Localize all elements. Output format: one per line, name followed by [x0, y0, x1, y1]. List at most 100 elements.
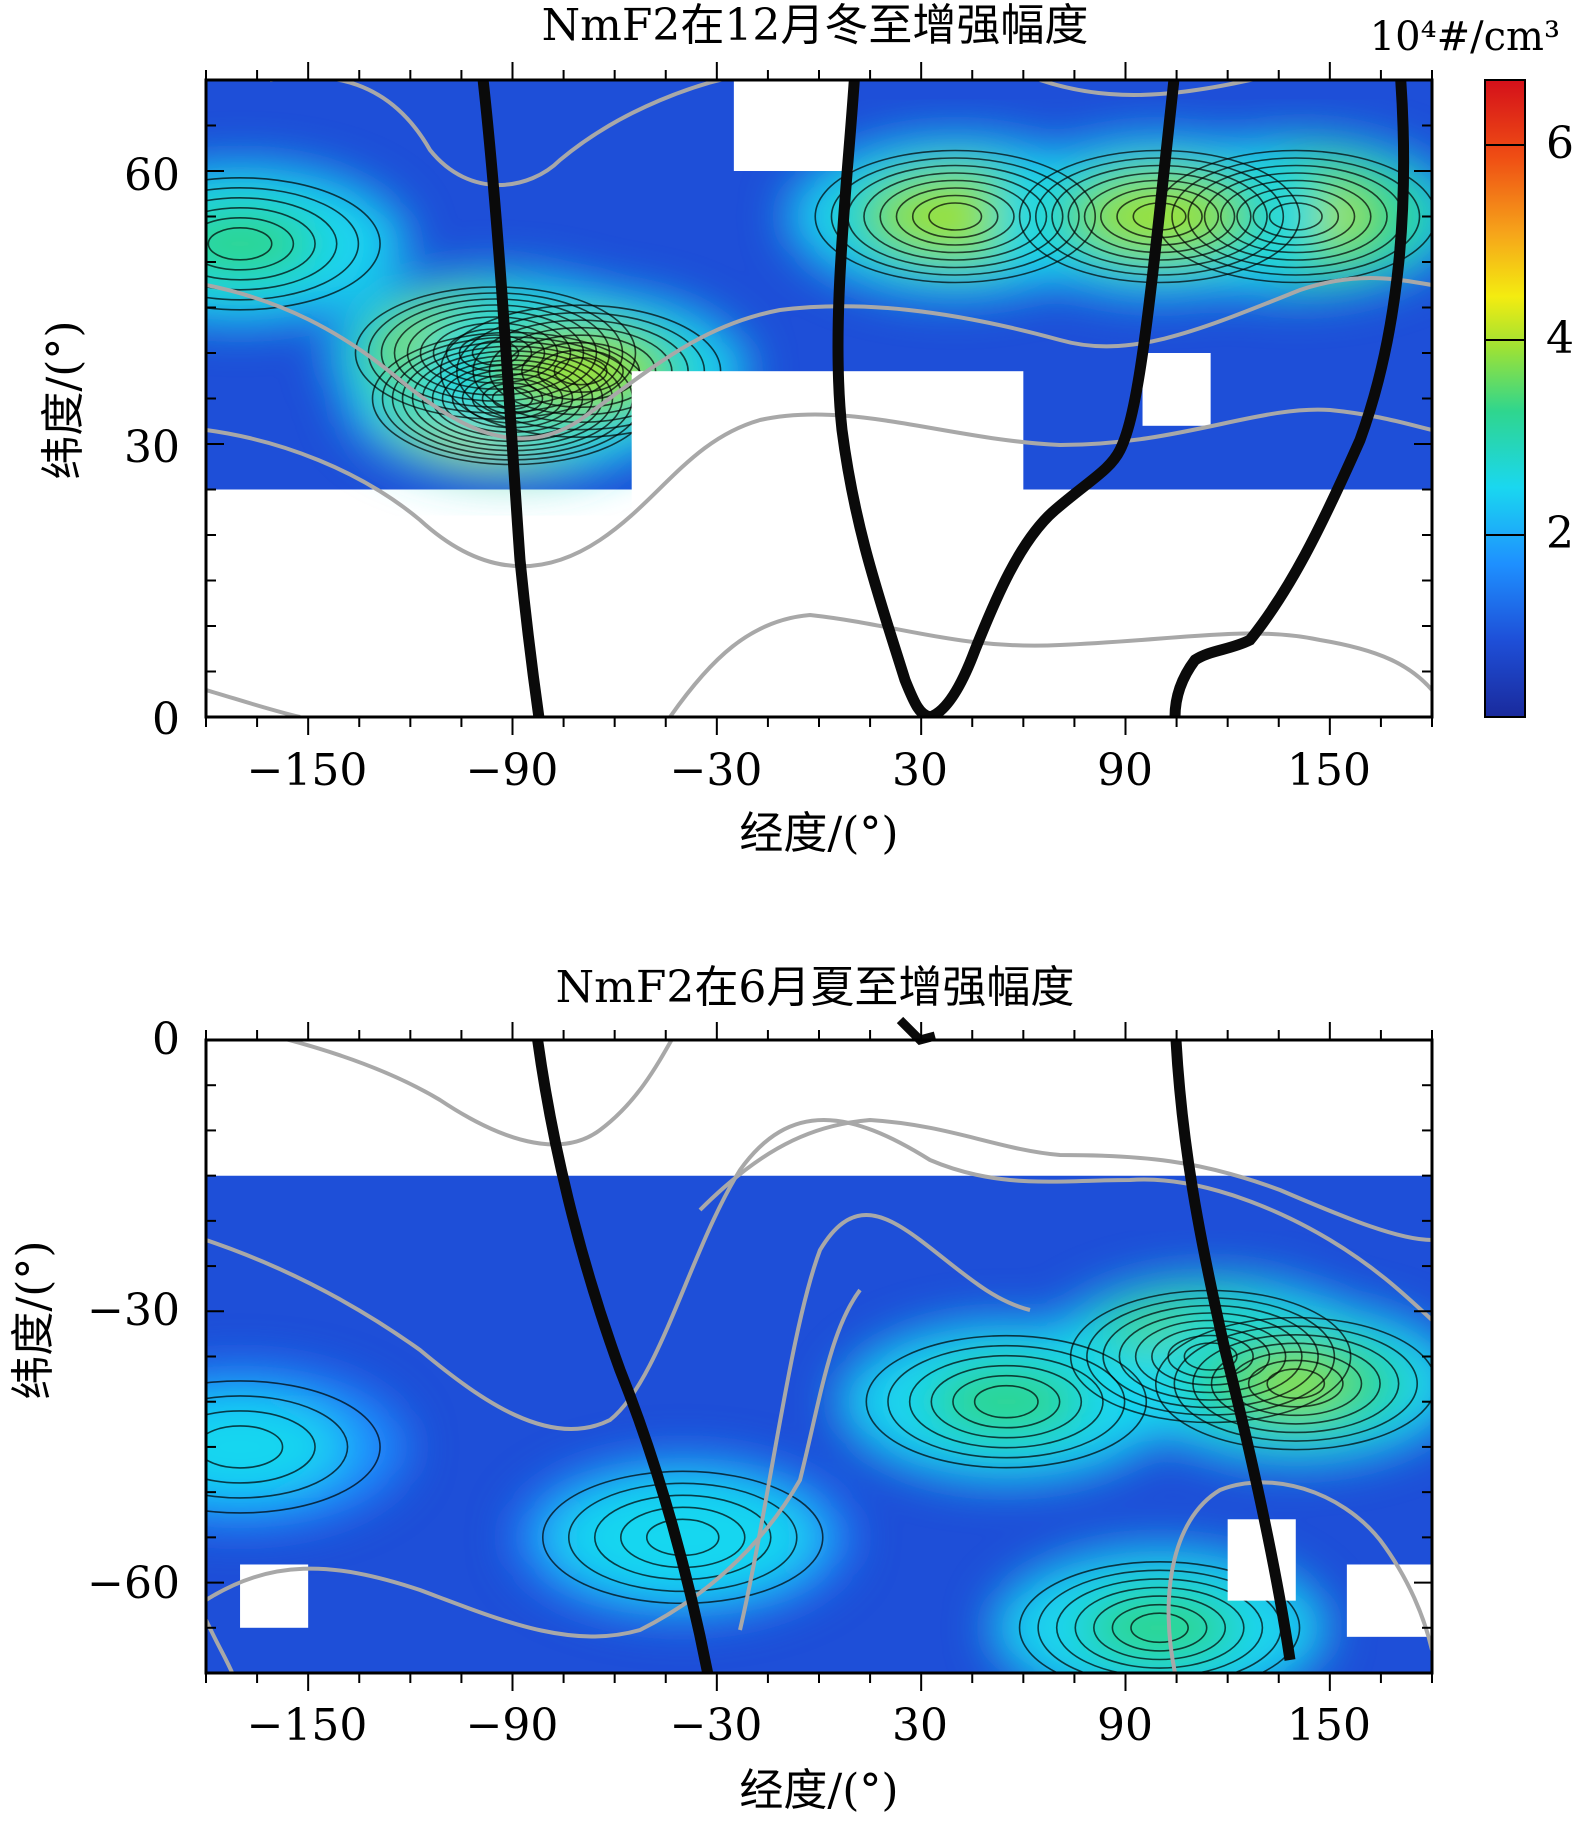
contour-line: [1111, 1603, 1208, 1652]
contour-line: [1134, 1319, 1287, 1394]
gray-contour: [1166, 1480, 1432, 1673]
y-axis-label-bottom: 纬度/(°): [8, 1240, 59, 1399]
no-data-region: [1142, 353, 1211, 426]
x-tick-label: −90: [466, 1700, 559, 1751]
contour-line: [380, 298, 611, 408]
contour-line: [206, 197, 338, 291]
contour-line: [1093, 1595, 1227, 1661]
x-axis-label-top: 经度/(°): [739, 808, 898, 859]
terminator-lines-bottom: [532, 1040, 1296, 1673]
contour-line: [908, 1354, 1104, 1449]
chart-title-bottom: NmF2在6月夏至增强幅度: [556, 962, 1075, 1013]
contour-line: [206, 177, 381, 311]
y-tick-label: 30: [124, 422, 180, 473]
contour-line: [406, 310, 585, 396]
contour-line: [206, 217, 295, 271]
chart-title-top: NmF2在12月冬至增强幅度: [542, 0, 1089, 51]
gray-contour: [668, 612, 1432, 717]
y-tick-label: −30: [87, 1285, 180, 1336]
contour-line: [419, 316, 572, 390]
contour-line: [1236, 187, 1356, 246]
colorbar: 6 4 2 10⁴#/cm³: [1370, 14, 1574, 718]
contour-line: [206, 207, 316, 281]
x-tick-label: 150: [1287, 745, 1371, 796]
x-tick-label: −150: [247, 745, 368, 796]
colorbar-tick-label: 2: [1546, 508, 1574, 559]
colorbar-tick-label: 4: [1546, 313, 1574, 364]
contour-line: [1151, 1327, 1271, 1386]
gray-contour: [206, 1288, 862, 1639]
contour-line: [1173, 1325, 1419, 1442]
contour-line: [973, 1384, 1039, 1419]
contour-line: [830, 157, 1080, 276]
contour-line: [1055, 1578, 1264, 1673]
contour-line: [1018, 149, 1301, 284]
x-tick-label: 90: [1097, 745, 1153, 796]
contour-line: [865, 1334, 1148, 1469]
gray-contour: [206, 276, 1432, 441]
contour-line: [952, 1374, 1061, 1429]
x-tick-label: 90: [1097, 1700, 1153, 1751]
gray-contour: [206, 688, 301, 717]
contour-line: [537, 349, 624, 394]
contour-line: [207, 227, 273, 261]
no-data-region: [733, 80, 854, 171]
contour-line: [1018, 1561, 1301, 1673]
contour-line: [1155, 1316, 1432, 1451]
panel-december-solstice: NmF2在12月冬至增强幅度 纬度/(°) 经度/(°) −150 −90 −3…: [38, 0, 1434, 859]
no-data-region: [240, 1564, 309, 1628]
contour-line: [863, 172, 1048, 261]
contour-line: [553, 356, 608, 386]
terminator-line: [477, 80, 545, 717]
heatmap-peak: [956, 1375, 1057, 1428]
colorbar-tick-label: 6: [1546, 118, 1574, 169]
gray-contour: [698, 1117, 1432, 1242]
gray-contour: [281, 1040, 674, 1147]
no-data-region: [1346, 1564, 1432, 1637]
contour-line: [1074, 1586, 1245, 1669]
gray-contour: [206, 1118, 1432, 1431]
heatmap-field-bottom: [206, 1040, 1432, 1673]
x-tick-label: 30: [892, 745, 948, 796]
contour-line: [879, 179, 1032, 254]
contour-line: [354, 286, 637, 420]
contour-line: [458, 334, 533, 372]
contour-line: [1210, 1342, 1381, 1425]
heatmap-peak: [905, 190, 1006, 243]
terminator-marker: [896, 1016, 937, 1046]
terminator-lines-top: [477, 80, 1410, 717]
contour-line: [206, 1410, 316, 1484]
contour-line: [393, 304, 598, 402]
contour-line: [887, 1344, 1126, 1459]
y-axis-label-top: 纬度/(°): [38, 320, 89, 479]
heatmap-peak: [206, 217, 291, 270]
x-axis-label-bottom: 经度/(°): [739, 1765, 898, 1816]
contour-line: [1171, 157, 1421, 276]
contour-line: [814, 149, 1097, 284]
no-data-region: [631, 371, 1024, 717]
contour-line: [1130, 1612, 1189, 1644]
contour-line: [567, 1482, 798, 1593]
contour-line: [930, 1364, 1083, 1439]
contour-line: [1252, 194, 1340, 239]
contour-line: [1192, 1333, 1400, 1434]
x-tick-label: 150: [1287, 1700, 1371, 1751]
contour-line: [1219, 179, 1372, 254]
y-tick-label: −60: [87, 1558, 180, 1609]
contour-line: [206, 1425, 284, 1469]
y-tick-label: 0: [152, 1014, 180, 1065]
axis-ticks-bottom: [205, 1022, 1433, 1691]
gray-contour: [738, 1213, 1031, 1631]
colorbar-gradient: [1484, 79, 1526, 718]
x-tick-label: 30: [892, 1700, 948, 1751]
no-data-region: [206, 1040, 1432, 1176]
colorbar-unit-label: 10⁴#/cm³: [1370, 14, 1560, 60]
contour-line: [1035, 157, 1285, 276]
terminator-line: [832, 80, 1180, 717]
terminator-line: [532, 1040, 714, 1673]
gray-contour: [206, 407, 1432, 569]
contour-line: [206, 187, 360, 301]
contour-line: [471, 340, 520, 366]
gray-contours-bottom: [206, 1040, 1432, 1673]
